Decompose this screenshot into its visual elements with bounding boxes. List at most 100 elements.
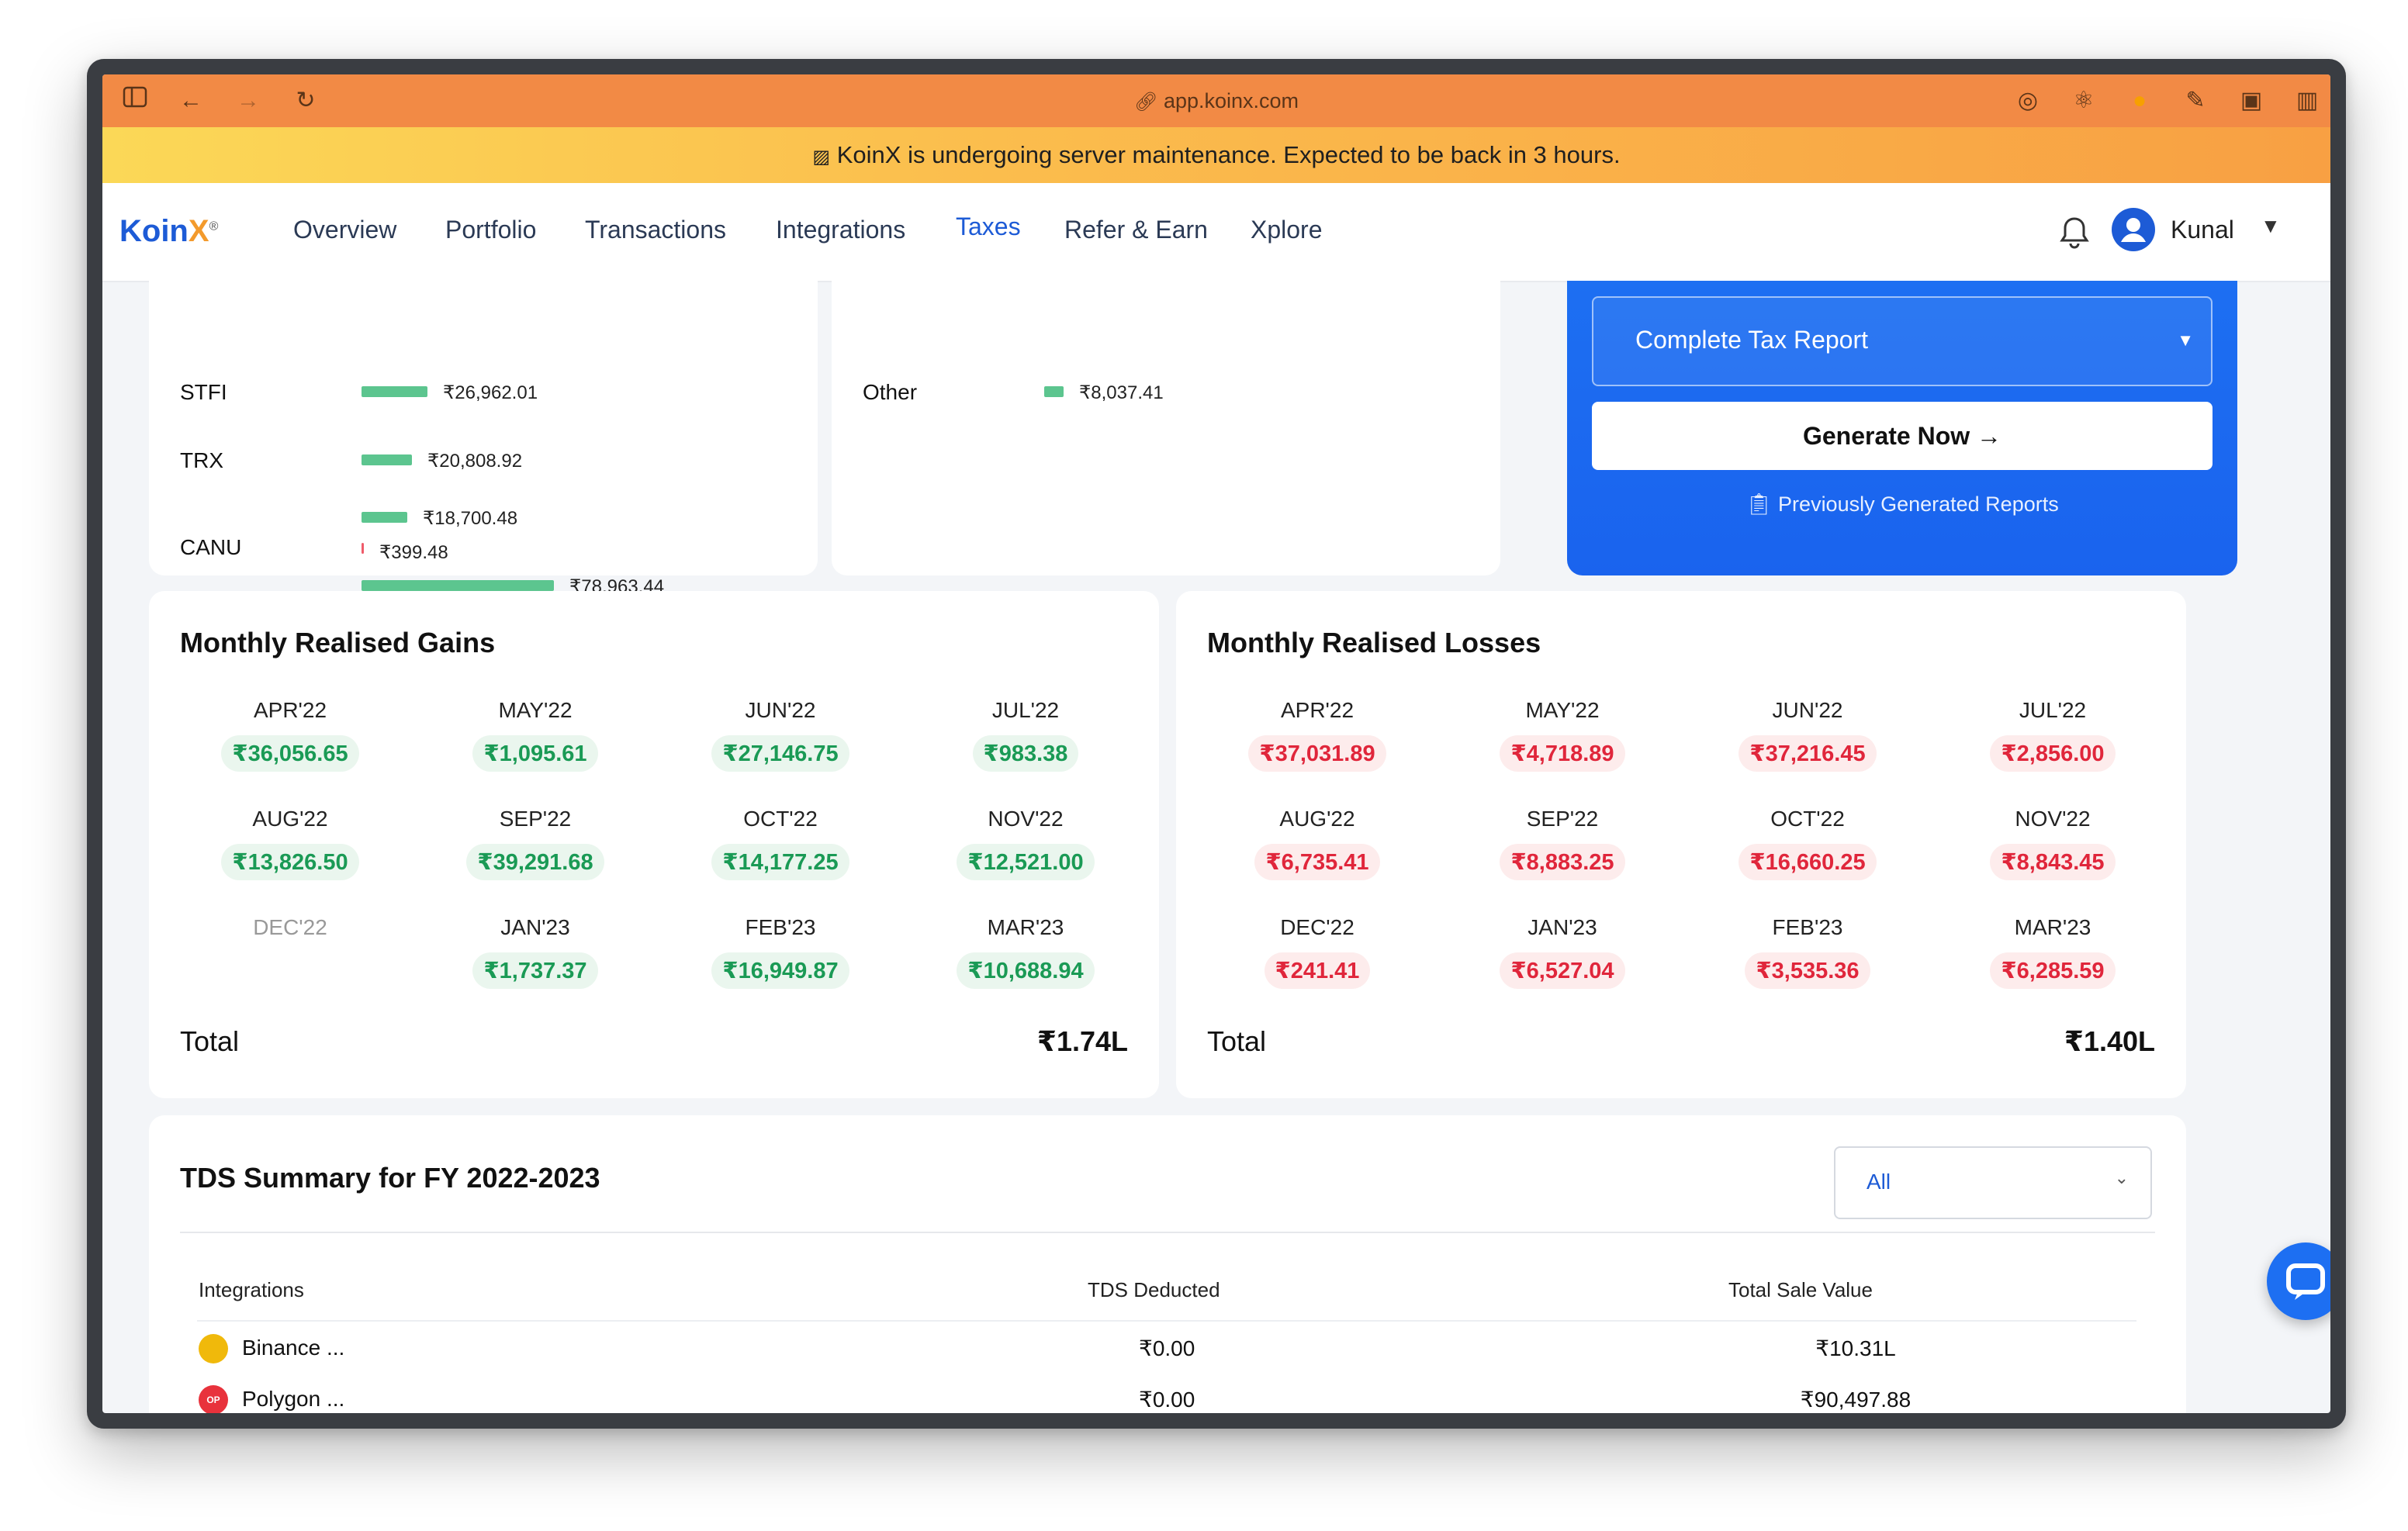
month-cell: DEC'22	[168, 915, 413, 940]
holding-name: TRX	[180, 448, 223, 472]
arrow-right-icon: →	[1977, 422, 2002, 450]
month-label: APR'22	[253, 698, 327, 722]
extension-pen-icon[interactable]: ✎	[2185, 88, 2206, 113]
gain-value-pill: ₹1,737.37	[472, 952, 598, 989]
browser-window: ← → ↻ 🔗︎ app.koinx.com ◎ ⚛ ● ✎ ▣ ▥ ▨ Koi…	[87, 59, 2346, 1429]
month-cell: DEC'22 ₹241.41	[1195, 915, 1440, 989]
month-cell: OCT'22 ₹16,660.25	[1685, 807, 1930, 880]
split-view-icon[interactable]: ▥	[2296, 88, 2319, 113]
month-cell: APR'22 ₹36,056.65	[168, 698, 413, 772]
nav-overview[interactable]: Overview	[293, 216, 397, 244]
bell-icon[interactable]	[2057, 214, 2091, 251]
loss-value-pill: ₹6,527.04	[1500, 952, 1625, 989]
gain-value-pill: ₹983.38	[972, 735, 1079, 772]
user-name[interactable]: Kunal	[2171, 216, 2234, 244]
loss-value-pill: ₹6,735.41	[1254, 844, 1380, 880]
gain-value-pill: ₹36,056.65	[221, 735, 359, 772]
extension-box-icon[interactable]: ▣	[2240, 88, 2263, 113]
gain-bar	[362, 386, 427, 397]
extension-react-icon[interactable]: ⚛	[2073, 88, 2095, 113]
maintenance-banner: ▨ KoinX is undergoing server maintenance…	[102, 127, 2330, 183]
koinx-logo[interactable]: KoinX®	[119, 214, 218, 249]
nav-xplore[interactable]: Xplore	[1251, 216, 1323, 244]
clipboard-icon: 📋︎	[1745, 492, 1773, 516]
month-cell: APR'22 ₹37,031.89	[1195, 698, 1440, 772]
extension-target-icon[interactable]: ◎	[2017, 88, 2039, 113]
holdings-card: STFI ₹26,962.01 TRX ₹20,808.92 CANU ₹18,700.4…	[149, 261, 818, 631]
caret-down-icon[interactable]: ▼	[2261, 214, 2281, 237]
month-label: SEP'22	[1526, 807, 1599, 831]
nav-taxes[interactable]: Taxes	[956, 213, 1021, 240]
gain-bar	[362, 512, 407, 523]
month-label: APR'22	[1280, 698, 1354, 722]
col-integrations: Integrations	[199, 1278, 304, 1301]
month-label: FEB'23	[745, 915, 816, 939]
month-label: JUN'22	[1772, 698, 1843, 722]
polygon-icon: OP	[199, 1385, 228, 1413]
loss-value-pill: ₹8,883.25	[1500, 844, 1625, 880]
header-divider	[197, 1320, 2136, 1322]
gain-bar	[362, 580, 554, 591]
gains-title: Monthly Realised Gains	[180, 627, 496, 658]
extension-orange-icon[interactable]: ●	[2132, 88, 2147, 113]
caret-down-icon: ▼	[2177, 330, 2194, 350]
month-cell: FEB'23 ₹3,535.36	[1685, 915, 1930, 989]
month-label: OCT'22	[1770, 807, 1845, 831]
month-label: JUN'22	[745, 698, 816, 722]
nav-transactions[interactable]: Transactions	[585, 216, 726, 244]
tds-deducted-value: ₹0.00	[1139, 1388, 1195, 1412]
tds-filter-select[interactable]: All ⌄	[1834, 1146, 2152, 1219]
integration-name[interactable]: Binance ...	[242, 1336, 345, 1360]
chevron-down-icon: ⌄	[2114, 1168, 2129, 1187]
month-cell: JAN'23 ₹6,527.04	[1440, 915, 1685, 989]
previously-generated-reports-link[interactable]: 📋︎ Previously Generated Reports	[1567, 492, 2237, 517]
forward-icon[interactable]: →	[237, 88, 260, 113]
chat-button[interactable]	[2267, 1242, 2330, 1320]
address-text: app.koinx.com	[1163, 89, 1299, 112]
sidebar-toggle-icon[interactable]	[119, 85, 150, 116]
holding-name: Other	[863, 380, 918, 404]
nav-refer-earn[interactable]: Refer & Earn	[1064, 216, 1208, 244]
gain-value: ₹8,037.41	[1079, 382, 1164, 403]
loss-value: ₹399.48	[379, 542, 448, 563]
month-cell: MAY'22 ₹1,095.61	[413, 698, 658, 772]
integration-name[interactable]: Polygon ...	[242, 1387, 345, 1411]
browser-viewport: ← → ↻ 🔗︎ app.koinx.com ◎ ⚛ ● ✎ ▣ ▥ ▨ Koi…	[102, 74, 2330, 1413]
back-icon[interactable]: ←	[179, 88, 202, 113]
month-cell: NOV'22 ₹8,843.45	[1930, 807, 2175, 880]
tds-summary-card: TDS Summary for FY 2022-2023 All ⌄ Integ…	[149, 1115, 2186, 1413]
month-label: AUG'22	[252, 807, 328, 831]
month-label: MAR'23	[987, 915, 1064, 939]
month-cell: JAN'23 ₹1,737.37	[413, 915, 658, 989]
month-cell: OCT'22 ₹14,177.25	[658, 807, 903, 880]
generate-now-label: Generate Now	[1802, 422, 1970, 450]
other-holdings-card: Other ₹8,037.41	[832, 261, 1500, 575]
gain-value-pill: ₹16,949.87	[711, 952, 849, 989]
total-sale-value: ₹90,497.88	[1800, 1388, 1912, 1412]
loss-value-pill: ₹3,535.36	[1745, 952, 1870, 989]
divider	[180, 1232, 2155, 1233]
generate-now-button[interactable]: Generate Now →	[1592, 402, 2213, 470]
gain-bar	[1044, 386, 1064, 397]
month-label: JUL'22	[2019, 698, 2087, 722]
address-bar[interactable]: 🔗︎ app.koinx.com	[102, 74, 2330, 127]
losses-total-label: Total	[1207, 1025, 1267, 1057]
reload-icon[interactable]: ↻	[296, 88, 316, 113]
nav-portfolio[interactable]: Portfolio	[445, 216, 537, 244]
gain-value: ₹20,808.92	[427, 451, 523, 472]
tds-deducted-value: ₹0.00	[1139, 1336, 1195, 1360]
month-label: NOV'22	[2015, 807, 2091, 831]
gains-total-value: ₹1.74L	[1036, 1025, 1128, 1057]
month-cell: JUN'22 ₹37,216.45	[1685, 698, 1930, 772]
holding-name: CANU	[180, 535, 242, 559]
holding-name: STFI	[180, 380, 227, 404]
avatar[interactable]	[2112, 208, 2155, 251]
loss-bar	[362, 543, 364, 554]
loss-value-pill: ₹37,216.45	[1739, 735, 1877, 772]
browser-toolbar: ← → ↻ 🔗︎ app.koinx.com ◎ ⚛ ● ✎ ▣ ▥	[102, 74, 2330, 127]
month-label: AUG'22	[1279, 807, 1355, 831]
losses-total-value: ₹1.40L	[2064, 1025, 2155, 1057]
month-label: FEB'23	[1772, 915, 1843, 939]
report-type-select[interactable]: Complete Tax Report ▼	[1592, 296, 2213, 386]
nav-integrations[interactable]: Integrations	[776, 216, 906, 244]
